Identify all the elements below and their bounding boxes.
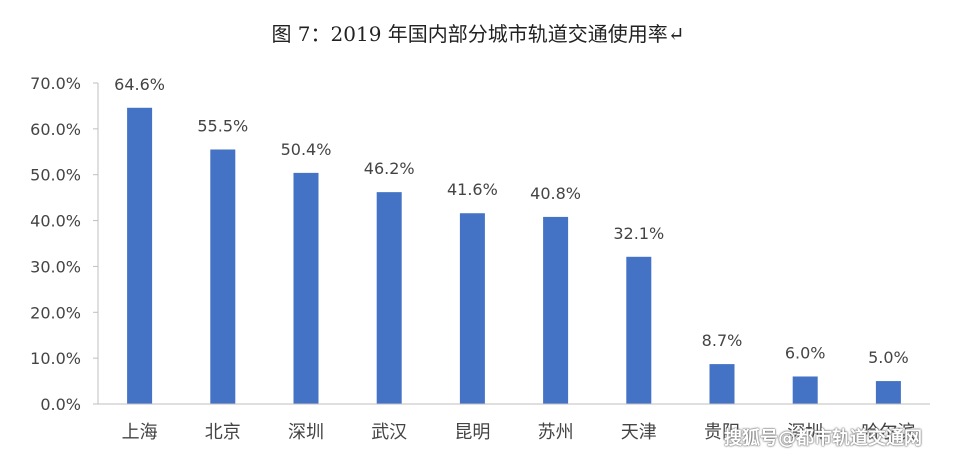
data-labels-group: 64.6% 55.5% 50.4% 46.2% 41.6% 40.8% 32.1% 8.7% 6… — [114, 75, 909, 367]
bar — [459, 213, 485, 404]
y-tick-label: 40.0% — [30, 212, 81, 231]
data-label: 40.8% — [530, 184, 581, 203]
bar — [376, 192, 402, 404]
bar — [875, 381, 901, 404]
data-label: 5.0% — [868, 348, 909, 367]
x-tick-label: 武汉 — [371, 422, 407, 443]
data-label: 46.2% — [364, 159, 415, 178]
watermark: 搜狐号@都市轨道交通网 — [724, 428, 922, 449]
y-tick-label: 30.0% — [30, 257, 81, 276]
y-tick-label: 10.0% — [30, 349, 81, 368]
bar — [543, 216, 569, 404]
x-tick-label: 贵阳 — [704, 422, 740, 443]
bar — [293, 172, 319, 404]
data-label: 32.1% — [613, 224, 664, 243]
data-label: 8.7% — [702, 331, 743, 350]
x-tick-label: 苏州 — [538, 422, 574, 443]
x-tick-label: 深圳 — [787, 422, 823, 443]
x-tick-label: 深圳 — [288, 422, 324, 443]
bar — [127, 107, 153, 405]
data-label: 41.6% — [447, 180, 498, 199]
chart-title: 图 7：2019 年国内部分城市轨道交通使用率↵ — [271, 22, 685, 46]
bar — [626, 256, 652, 404]
y-tick-label: 0.0% — [40, 395, 81, 414]
bar — [709, 364, 735, 404]
data-label: 6.0% — [785, 343, 826, 362]
y-tick-label: 20.0% — [30, 303, 81, 322]
bar — [792, 376, 818, 404]
x-tick-label: 哈尔滨 — [861, 422, 915, 443]
x-tick-label: 北京 — [205, 422, 241, 443]
bar — [210, 149, 236, 404]
x-tick-label: 天津 — [621, 422, 657, 443]
y-tick-label: 50.0% — [30, 166, 81, 185]
y-tick-label: 70.0% — [30, 74, 81, 93]
data-label: 50.4% — [281, 140, 332, 159]
bars-group — [127, 107, 901, 405]
data-label: 55.5% — [197, 116, 248, 135]
y-axis: 0.0% 10.0% 20.0% 30.0% 40.0% 50.0% 60.0% 70.0% — [30, 74, 99, 414]
x-tick-label: 上海 — [122, 422, 158, 443]
x-tick-label: 昆明 — [454, 422, 490, 443]
x-axis: 上海 北京 深圳 武汉 昆明 苏州 天津 贵阳 深圳 哈尔滨 — [98, 403, 930, 443]
data-label: 64.6% — [114, 75, 165, 94]
y-tick-label: 60.0% — [30, 120, 81, 139]
